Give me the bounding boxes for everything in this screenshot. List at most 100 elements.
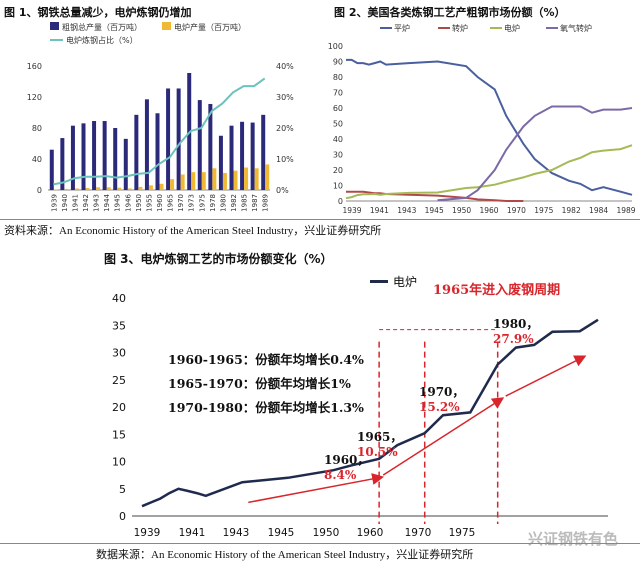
fig1-xtick: 1941 <box>71 194 79 212</box>
fig2-legend-label: 电炉 <box>504 23 520 33</box>
fig1-xtick: 1973 <box>188 194 196 212</box>
fig1-bar-eaf <box>265 164 270 190</box>
fig1-bars <box>49 72 270 191</box>
fig3-eaf-line <box>141 318 599 508</box>
fig1-bar-eaf <box>191 172 196 190</box>
fig2-xtick: 1943 <box>397 206 416 215</box>
fig1-ytick-right: 40% <box>276 62 294 71</box>
fig1-legend-label: 电炉炼钢占比（%） <box>66 35 138 45</box>
fig2-xtick: 1989 <box>616 206 635 215</box>
fig1-bar-total <box>134 114 139 190</box>
fig2-ytick: 10 <box>333 182 343 191</box>
fig2-ytick: 0 <box>338 197 343 206</box>
fig1-bar-eaf <box>244 167 249 190</box>
fig3-xtick: 1945 <box>268 527 295 539</box>
fig1-bar-total <box>81 123 86 190</box>
fig3-xtick: 1960 <box>357 527 384 539</box>
fig1-xtick: 1980 <box>219 194 227 212</box>
fig1-ytick-right: 0% <box>276 186 289 195</box>
fig1-bar-eaf <box>96 187 101 190</box>
fig3-legend-label: 电炉 <box>393 275 418 289</box>
fig1-bar-total <box>92 121 97 190</box>
growth-note: 1970-1980：份额年均增长1.3% <box>168 400 364 415</box>
fig2-xtick: 1970 <box>507 206 526 215</box>
fig1-xtick: 1945 <box>114 194 122 212</box>
point-label-year: 1970， <box>419 385 465 399</box>
watermark: 兴证钢铁有色 <box>528 530 619 548</box>
point-label-value: 15.2% <box>419 400 460 414</box>
fig2-ytick: 50 <box>333 120 343 129</box>
fig3-ytick: 40 <box>112 292 126 305</box>
fig1-legend-swatch <box>50 22 59 30</box>
fig3-xtick: 1975 <box>449 527 476 539</box>
fig1-bar-total <box>197 100 202 190</box>
fig1-ytick-left: 160 <box>27 62 42 71</box>
fig2-xtick: 1975 <box>534 206 553 215</box>
source-top: 资料来源：An Economic History of the American… <box>4 225 382 237</box>
fig1-legend-label: 电炉产量（百万吨） <box>174 22 246 32</box>
point-label-1960: 1960， 8.4% <box>324 453 369 483</box>
fig1-bar-eaf <box>212 168 217 190</box>
fig3-axes: 0 5 10 15 20 25 30 35 40 <box>112 292 608 523</box>
fig3-ytick: 20 <box>112 401 126 414</box>
fig1-bar-total <box>250 122 255 190</box>
fig3-ytick: 0 <box>119 510 126 523</box>
fig1-bar-eaf <box>170 179 175 190</box>
fig1-bar-eaf <box>106 187 111 190</box>
fig2-ytick: 80 <box>333 73 343 82</box>
fig1-bar-eaf <box>254 168 259 190</box>
fig2-xtick: 1960 <box>479 206 498 215</box>
fig1-bar-eaf <box>138 186 143 190</box>
fig3-legend-swatch <box>370 280 388 283</box>
fig3-trend-arrow <box>382 397 505 476</box>
point-label-1970: 1970， 15.2% <box>419 385 464 415</box>
fig1-bar-total <box>102 121 107 190</box>
fig1-xtick: 1987 <box>251 194 259 212</box>
fig2-legend-label: 氧气转炉 <box>560 23 592 33</box>
fig2-legend: 平炉 转炉 电炉 氧气转炉 <box>380 23 592 33</box>
fig1-chart: 粗钢总产量（百万吨） 电炉产量（百万吨） 电炉炼钢占比（%） 0 40 80 120 160… <box>27 22 294 212</box>
growth-note: 1965-1970：份额年均增长1% <box>168 376 351 391</box>
fig1-xtick: 1939 <box>50 194 58 212</box>
fig1-xtick: 1975 <box>198 194 206 212</box>
fig3-ytick: 5 <box>119 483 126 496</box>
fig2-ytick: 20 <box>333 166 343 175</box>
fig3-chart: 0 5 10 15 20 25 30 35 40 1939 1941 1943 1945 1950 196… <box>112 292 608 539</box>
fig1-xtick: 1965 <box>167 194 175 212</box>
fig2-x-ticks: 1939 1941 1943 1945 1950 1960 1970 1975 1982 1984… <box>342 206 635 215</box>
growth-note: 1960-1965：份额年均增长0.4% <box>168 352 364 367</box>
fig1-xtick: 1970 <box>177 194 185 212</box>
fig1-bar-total <box>144 99 149 190</box>
fig1-ytick-right: 30% <box>276 93 294 102</box>
fig3-period-markers <box>378 329 499 524</box>
fig2-series-line <box>345 144 633 200</box>
fig3-xtick: 1941 <box>179 527 206 539</box>
fig3-title: 图 3、电炉炼钢工艺的市场份额变化（%） <box>104 252 333 266</box>
fig3-ytick: 15 <box>112 428 126 441</box>
fig1-bar-eaf <box>127 188 132 190</box>
fig1-ytick-left: 120 <box>27 93 42 102</box>
fig2-ytick: 40 <box>333 135 343 144</box>
fig3-trend-arrow <box>505 355 587 397</box>
fig2-xtick: 1941 <box>370 206 389 215</box>
point-label-year: 1965， <box>357 430 403 444</box>
fig1-bar-total <box>113 128 118 190</box>
fig3-trend-arrow <box>248 473 385 504</box>
fig1-bar-total <box>70 125 75 190</box>
fig2-lines <box>345 58 633 202</box>
fig1-bar-eaf <box>64 188 69 190</box>
fig1-bar-total <box>166 88 171 190</box>
fig1-xtick: 1955 <box>145 194 153 212</box>
fig2-axes: 0 10 20 30 40 50 60 70 80 90 100 <box>328 42 632 206</box>
fig1-bar-total <box>240 121 245 190</box>
fig1-xtick: 1978 <box>209 194 217 212</box>
fig2-ytick: 90 <box>333 58 343 67</box>
fig3-period-label: 1965年进入废钢周期 <box>433 283 561 298</box>
point-label-1980: 1980， 27.9% <box>493 317 538 347</box>
fig3-ytick: 30 <box>112 347 126 360</box>
fig1-bar-total <box>208 103 213 190</box>
fig1-xtick: 1943 <box>93 194 101 212</box>
fig1-bar-total <box>229 125 234 190</box>
fig3-x-ticks: 1939 1941 1943 1945 1950 1960 1970 1975 <box>134 527 476 539</box>
fig1-ytick-left: 40 <box>32 155 42 164</box>
